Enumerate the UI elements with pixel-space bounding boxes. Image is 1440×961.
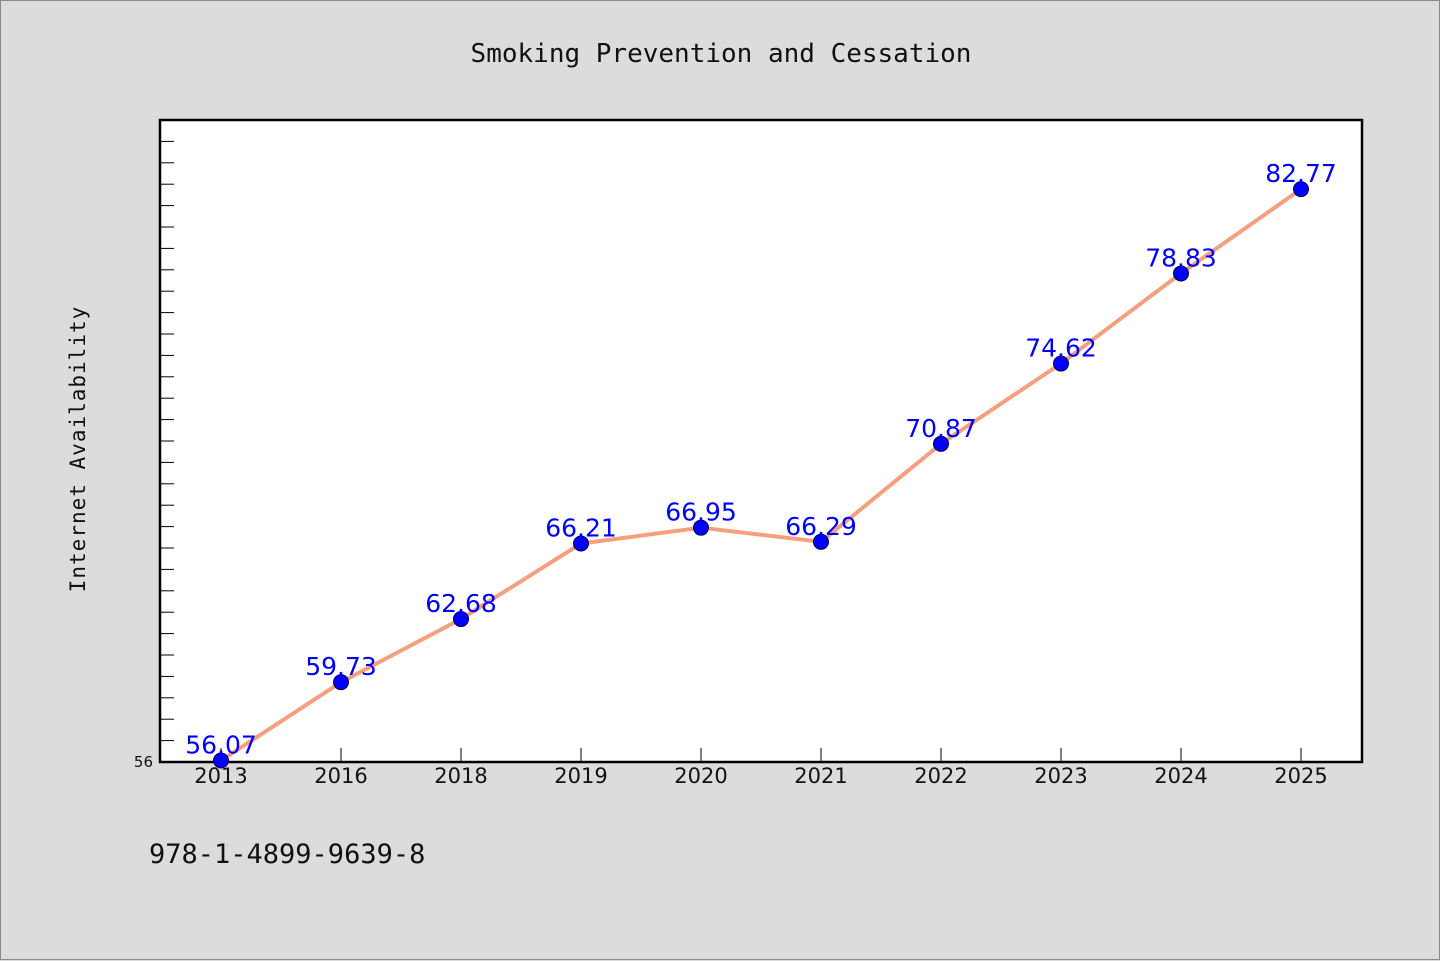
data-point [693, 519, 709, 536]
data-label: 74.62 [1025, 334, 1097, 363]
data-labels: 56.07 59.73 62.68 66.21 66.95 66.29 70.87 74.62… [185, 159, 1337, 759]
data-point [1293, 181, 1309, 198]
data-label: 59.73 [305, 652, 377, 681]
x-axis-ticks [220, 748, 1302, 762]
data-point [213, 752, 229, 769]
series-line [219, 187, 1303, 763]
x-tick-label: 2022 [914, 764, 967, 788]
y-tick-label-min: 56 [134, 753, 153, 771]
chart-title: Smoking Prevention and Cessation [471, 39, 972, 69]
y-axis-label: Internet Availability [66, 306, 90, 593]
data-point [813, 533, 829, 550]
data-label: 62.68 [425, 589, 497, 618]
data-label: 78.83 [1145, 243, 1217, 272]
data-point [933, 435, 949, 452]
data-label: 66.29 [785, 512, 857, 541]
data-label: 56.07 [185, 731, 257, 760]
data-label: 66.95 [665, 498, 737, 527]
data-label: 70.87 [905, 414, 977, 443]
series-markers [213, 181, 1309, 769]
x-tick-label: 2020 [674, 764, 727, 788]
data-point [573, 535, 589, 552]
x-tick-label: 2025 [1274, 764, 1327, 788]
footer-code: 978-1-4899-9639-8 [149, 839, 425, 870]
data-label: 82.77 [1265, 159, 1337, 188]
x-tick-label: 2024 [1154, 764, 1207, 788]
x-tick-label: 2018 [434, 764, 487, 788]
x-tick-label: 2021 [794, 764, 847, 788]
plot-area [158, 118, 1364, 764]
y-axis-ticks [160, 119, 174, 763]
x-tick-label: 2019 [554, 764, 607, 788]
data-point [1053, 355, 1069, 372]
data-point [453, 611, 469, 628]
data-point [333, 674, 349, 691]
data-point [1173, 265, 1189, 282]
x-tick-label: 2023 [1034, 764, 1087, 788]
x-tick-label: 2016 [314, 764, 367, 788]
x-axis-tick-labels: 2013 2016 2018 2019 2020 2021 2022 2023 2024 2025 [194, 764, 1327, 788]
data-label: 66.21 [545, 514, 617, 543]
